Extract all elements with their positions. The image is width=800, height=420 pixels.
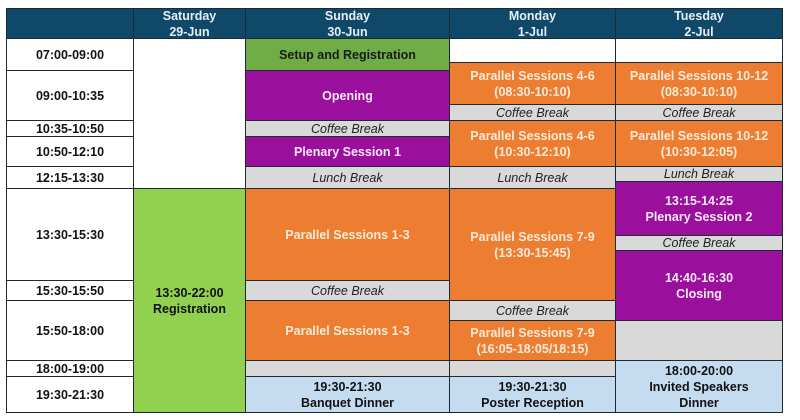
tuesday-parallel-sessions: Parallel Sessions 10-12 (10:30-12:05) <box>615 120 783 167</box>
monday-parallel-sessions: Parallel Sessions 7-9 (16:05-18:05/18:15) <box>449 320 616 361</box>
empty-cell <box>133 38 246 189</box>
event-time: 19:30-21:30 <box>498 379 567 394</box>
monday-lunch-break: Lunch Break <box>449 166 616 189</box>
event-title: Parallel Sessions 7-9 <box>470 325 595 340</box>
event-time: (08:30-10:10) <box>494 84 571 99</box>
time-slot: 13:30-15:30 <box>6 188 134 281</box>
monday-parallel-sessions: Parallel Sessions 4-6 (08:30-10:10) <box>449 62 616 105</box>
event-time: (16:05-18:05/18:15) <box>476 341 589 356</box>
sunday-parallel-sessions: Parallel Sessions 1-3 <box>245 188 450 281</box>
tuesday-coffee-break: Coffee Break <box>615 235 783 251</box>
sunday-opening: Opening <box>245 70 450 121</box>
event-title: Banquet Dinner <box>300 395 395 410</box>
sunday-coffee-break: Coffee Break <box>245 280 450 301</box>
day-name: Tuesday <box>674 8 724 23</box>
empty-cell <box>615 320 783 361</box>
sunday-parallel-sessions: Parallel Sessions 1-3 <box>245 300 450 361</box>
header-saturday: Saturday 29-Jun <box>133 8 246 39</box>
event-time: (10:30-12:05) <box>660 144 738 159</box>
sunday-plenary: Plenary Session 1 <box>245 136 450 167</box>
event-title: Parallel Sessions 4-6 <box>470 68 595 83</box>
event-title: Poster Reception <box>481 395 584 410</box>
monday-coffee-break: Coffee Break <box>449 104 616 121</box>
event-title: Registration <box>153 301 226 316</box>
monday-parallel-sessions: Parallel Sessions 4-6 (10:30-12:10) <box>449 120 616 167</box>
event-time: 13:30-22:00 <box>155 285 224 300</box>
monday-parallel-sessions: Parallel Sessions 7-9 (13:30-15:45) <box>449 188 616 301</box>
day-name: Sunday <box>324 8 371 23</box>
tuesday-lunch-break: Lunch Break <box>615 166 783 182</box>
time-slot: 12:15-13:30 <box>6 166 134 189</box>
day-name: Saturday <box>162 8 217 23</box>
day-date: 2-Jul <box>684 24 714 39</box>
day-date: 1-Jul <box>517 24 548 39</box>
event-title: Parallel Sessions 7-9 <box>470 229 595 244</box>
day-date: 30-Jun <box>327 24 368 39</box>
time-slot: 15:30-15:50 <box>6 280 134 301</box>
time-slot: 09:00-10:35 <box>6 70 134 121</box>
tuesday-closing: 14:40-16:30 Closing <box>615 250 783 321</box>
time-slot: 15:50-18:00 <box>6 300 134 361</box>
empty-cell <box>615 38 783 63</box>
time-slot: 19:30-21:30 <box>6 376 134 413</box>
time-slot: 18:00-19:00 <box>6 360 134 377</box>
day-name: Monday <box>508 8 557 23</box>
event-title: Parallel Sessions 10-12 <box>629 128 769 143</box>
tuesday-invited-speakers-dinner: 18:00-20:00 Invited Speakers Dinner <box>615 360 783 413</box>
event-title: Invited Speakers Dinner <box>649 379 749 410</box>
sunday-banquet-dinner: 19:30-21:30 Banquet Dinner <box>245 376 450 413</box>
tuesday-parallel-sessions: Parallel Sessions 10-12 (08:30-10:10) <box>615 62 783 105</box>
empty-cell <box>449 38 616 63</box>
sunday-setup: Setup and Registration <box>245 38 450 71</box>
tuesday-coffee-break: Coffee Break <box>615 104 783 121</box>
event-time: 13:15-14:25 <box>664 193 734 208</box>
day-date: 29-Jun <box>169 24 210 39</box>
saturday-registration: 13:30-22:00 Registration <box>133 188 246 413</box>
event-time: 19:30-21:30 <box>313 379 382 394</box>
event-title: Closing <box>676 286 722 301</box>
event-time: (08:30-10:10) <box>660 84 738 99</box>
event-title: Parallel Sessions 4-6 <box>470 128 595 143</box>
monday-poster-reception: 19:30-21:30 Poster Reception <box>449 376 616 413</box>
sunday-lunch-break: Lunch Break <box>245 166 450 189</box>
time-slot: 10:50-12:10 <box>6 136 134 167</box>
header-monday: Monday 1-Jul <box>449 8 616 39</box>
header-sunday: Sunday 30-Jun <box>245 8 450 39</box>
event-time: 14:40-16:30 <box>664 270 734 285</box>
event-title: Parallel Sessions 10-12 <box>629 68 769 83</box>
tuesday-plenary: 13:15-14:25 Plenary Session 2 <box>615 181 783 236</box>
empty-cell <box>449 360 616 377</box>
empty-cell <box>245 360 450 377</box>
monday-coffee-break: Coffee Break <box>449 300 616 321</box>
time-slot: 07:00-09:00 <box>6 38 134 71</box>
event-time: 18:00-20:00 <box>664 363 734 378</box>
event-title: Plenary Session 2 <box>645 209 753 224</box>
header-corner <box>6 8 134 39</box>
event-time: (10:30-12:10) <box>494 144 571 159</box>
event-time: (13:30-15:45) <box>494 245 571 260</box>
header-tuesday: Tuesday 2-Jul <box>615 8 783 39</box>
time-slot: 10:35-10:50 <box>6 120 134 137</box>
sunday-coffee-break: Coffee Break <box>245 120 450 137</box>
